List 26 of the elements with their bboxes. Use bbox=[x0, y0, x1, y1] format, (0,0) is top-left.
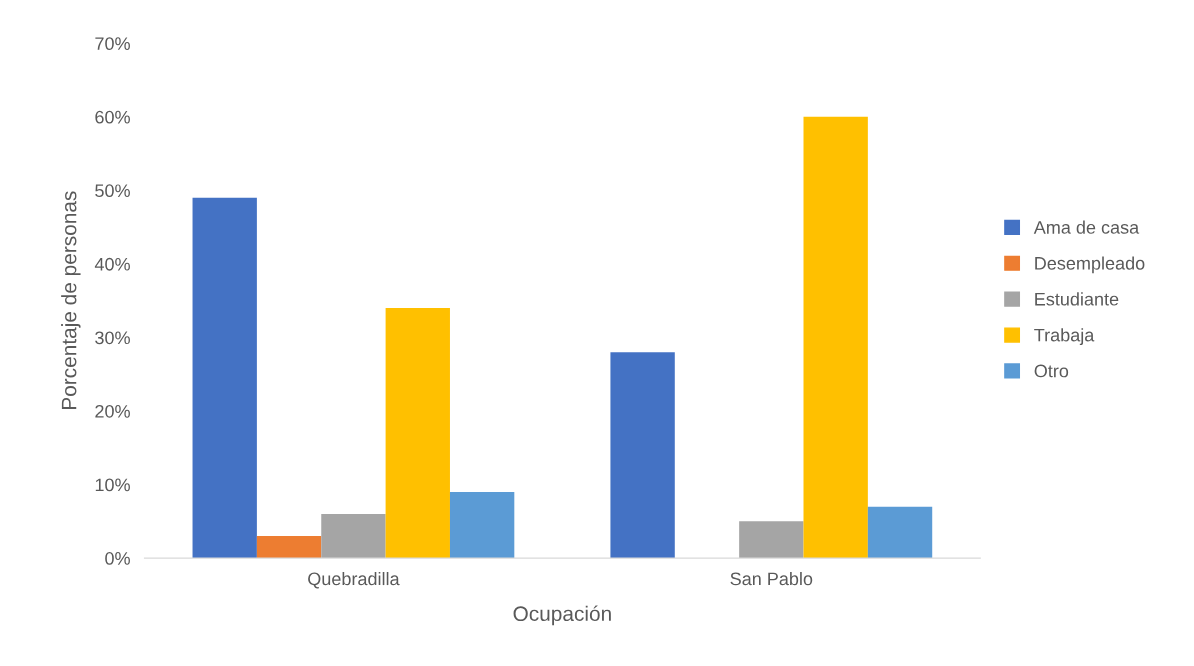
legend-label: Desempleado bbox=[1035, 256, 1145, 274]
bar bbox=[256, 536, 322, 559]
y-tick-label: 50% bbox=[95, 184, 130, 198]
bar bbox=[192, 197, 257, 559]
y-tick-label: 60% bbox=[95, 110, 130, 124]
legend-label: Estudiante bbox=[1035, 292, 1119, 306]
bar bbox=[385, 308, 450, 559]
bar bbox=[739, 521, 804, 559]
bar bbox=[321, 513, 386, 559]
bar bbox=[803, 116, 868, 559]
legend-label: Otro bbox=[1034, 364, 1069, 378]
y-axis-title: Porcentaje de personas bbox=[61, 191, 81, 410]
bar bbox=[449, 491, 515, 559]
y-tick-label: 0% bbox=[105, 552, 130, 565]
legend-label: Trabaja bbox=[1034, 328, 1095, 346]
y-tick-label: 70% bbox=[95, 37, 130, 51]
x-axis-title: Ocupación bbox=[513, 605, 611, 626]
y-tick-label: 20% bbox=[95, 404, 130, 418]
y-tick-label: 10% bbox=[95, 478, 130, 492]
legend-label: Ama de casa bbox=[1033, 220, 1140, 234]
bar bbox=[867, 506, 933, 559]
y-tick-label: 30% bbox=[95, 331, 130, 345]
y-tick-label: 40% bbox=[94, 257, 130, 271]
x-tick-label: Quebradilla bbox=[308, 572, 400, 589]
x-tick-label: San Pablo bbox=[730, 572, 813, 586]
bar bbox=[610, 352, 675, 559]
